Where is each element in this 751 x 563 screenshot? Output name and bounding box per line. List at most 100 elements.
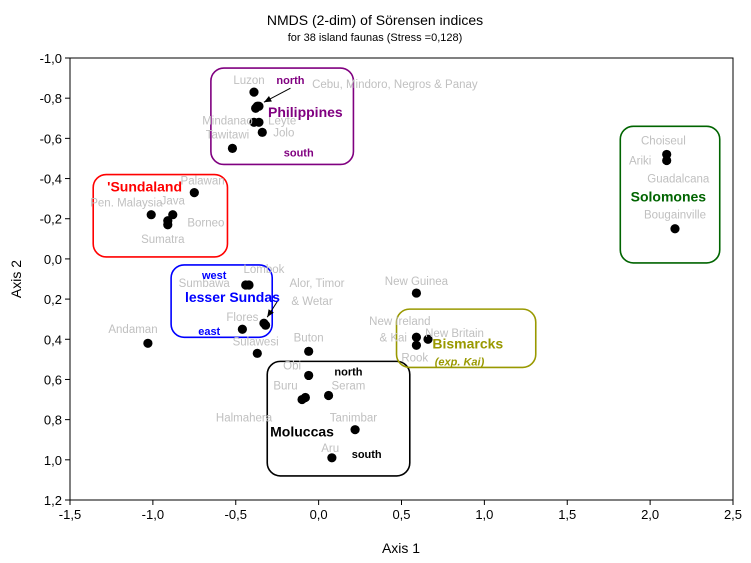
site-label: Buton (294, 332, 324, 344)
y-tick-label: -0,8 (40, 91, 62, 106)
data-point (143, 338, 153, 348)
x-tick-label: 0,0 (310, 507, 328, 522)
site-label: & Wetar (291, 296, 332, 308)
data-point (260, 320, 271, 330)
site-label: & Kai (379, 332, 407, 344)
x-tick-label: -0,5 (225, 507, 247, 522)
site-label: Andaman (108, 324, 157, 336)
site-label: Sumatra (141, 234, 185, 246)
y-tick-label: 0,8 (44, 413, 62, 428)
group-box (170, 264, 274, 339)
group-tag: north (276, 75, 304, 87)
group-name: Bismarcks (432, 335, 503, 351)
data-point (411, 288, 422, 298)
y-tick-label: 1,2 (44, 493, 62, 508)
group-tag: east (198, 326, 220, 338)
site-label: Flores (226, 312, 258, 324)
x-tick-label: 2,0 (641, 507, 659, 522)
group-box (619, 125, 721, 264)
group-box (92, 173, 229, 258)
data-point (411, 332, 422, 342)
x-tick-label: 1,0 (475, 507, 493, 522)
group-label-layer: Philippines north south 'Sundaland lesser Su… (107, 75, 706, 461)
data-point (350, 425, 360, 435)
site-label: Tanimbar (330, 413, 377, 425)
data-point (304, 370, 314, 381)
x-axis-label: Axis 1 (382, 540, 420, 556)
x-tick-label: -1,0 (142, 507, 164, 522)
data-point (304, 346, 314, 356)
data-point (670, 224, 680, 234)
group-box (266, 360, 411, 477)
data-point (254, 101, 264, 111)
group-tag: west (201, 270, 227, 282)
site-label: Jolo (273, 127, 294, 139)
x-tick-label: 1,5 (558, 507, 576, 522)
data-point (327, 453, 337, 463)
site-label: Leyte (268, 115, 296, 127)
data-point (411, 340, 422, 350)
data-point (257, 127, 267, 137)
site-label: New Ireland (369, 316, 430, 328)
site-label-layer: Luzon Cebu, Mindoro, Negros & Panay Mindan… (90, 75, 710, 455)
group-name: Philippines (268, 104, 343, 120)
x-tick-label: 0,5 (392, 507, 410, 522)
site-label: Choiseul (641, 135, 686, 147)
chart-subtitle: for 38 island faunas (Stress =0,128) (288, 32, 463, 44)
site-label: Buru (273, 380, 297, 392)
site-label: Seram (332, 380, 366, 392)
group-tag: south (284, 147, 314, 159)
data-point (227, 143, 238, 154)
group-name: 'Sundaland (107, 179, 182, 195)
arrow-head (267, 309, 274, 318)
group-box (395, 308, 537, 369)
site-label: Tawitawi (206, 129, 249, 141)
group-box (210, 67, 355, 166)
data-point (662, 155, 672, 166)
y-axis-label: Axis 2 (8, 260, 24, 298)
group-name: Solomones (631, 189, 707, 205)
site-label: Java (161, 196, 186, 208)
site-label: Aru (321, 443, 339, 455)
site-label: Bougainville (644, 210, 706, 222)
site-label: Palawan (181, 176, 225, 188)
group-tag: north (334, 366, 362, 378)
y-tick-label: 0,2 (44, 292, 62, 307)
arrow-head (263, 95, 272, 103)
site-label: Lombok (243, 264, 284, 276)
site-label: Rook (401, 352, 428, 364)
data-point (300, 392, 310, 403)
data-point (189, 188, 199, 198)
x-tick-label: -1,5 (59, 507, 81, 522)
y-tick-label: 0,4 (44, 332, 62, 347)
site-label: Alor, Timor (289, 278, 344, 290)
y-tick-label: 1,0 (44, 453, 62, 468)
site-label: Luzon (233, 75, 264, 87)
y-tick-label: 0,6 (44, 372, 62, 387)
site-label: Sumbawa (179, 278, 231, 290)
x-tick-label: 2,5 (724, 507, 742, 522)
axis-tick-layer: -1,5 -1,0 -0,5 0,0 0,5 1,0 1,5 2,0 2,5 -1,0 -0,8 -0… (40, 51, 742, 522)
y-tick-label: -1,0 (40, 51, 62, 66)
site-label: Guadalcana (647, 174, 710, 186)
data-point (163, 220, 173, 230)
site-label: Sulawesi (233, 336, 279, 348)
group-box-layer (92, 67, 721, 477)
group-tag: south (352, 449, 382, 461)
site-label: Borneo (187, 218, 224, 230)
group-tag: (exp. Kai) (435, 356, 485, 368)
y-tick-label: -0,6 (40, 131, 62, 146)
site-label: Obi (283, 360, 301, 372)
data-point (249, 87, 259, 97)
site-label: Pen. Malaysia (90, 198, 163, 210)
data-point (146, 210, 156, 220)
site-label: Cebu, Mindoro, Negros & Panay (312, 79, 478, 91)
site-label: Ariki (629, 155, 651, 167)
group-name: Moluccas (270, 424, 334, 440)
chart-title: NMDS (2-dim) of Sörensen indices (267, 12, 483, 28)
data-point (423, 334, 433, 344)
site-label: Halmahera (216, 413, 273, 425)
data-point (252, 348, 262, 358)
y-tick-label: -0,4 (40, 172, 62, 187)
